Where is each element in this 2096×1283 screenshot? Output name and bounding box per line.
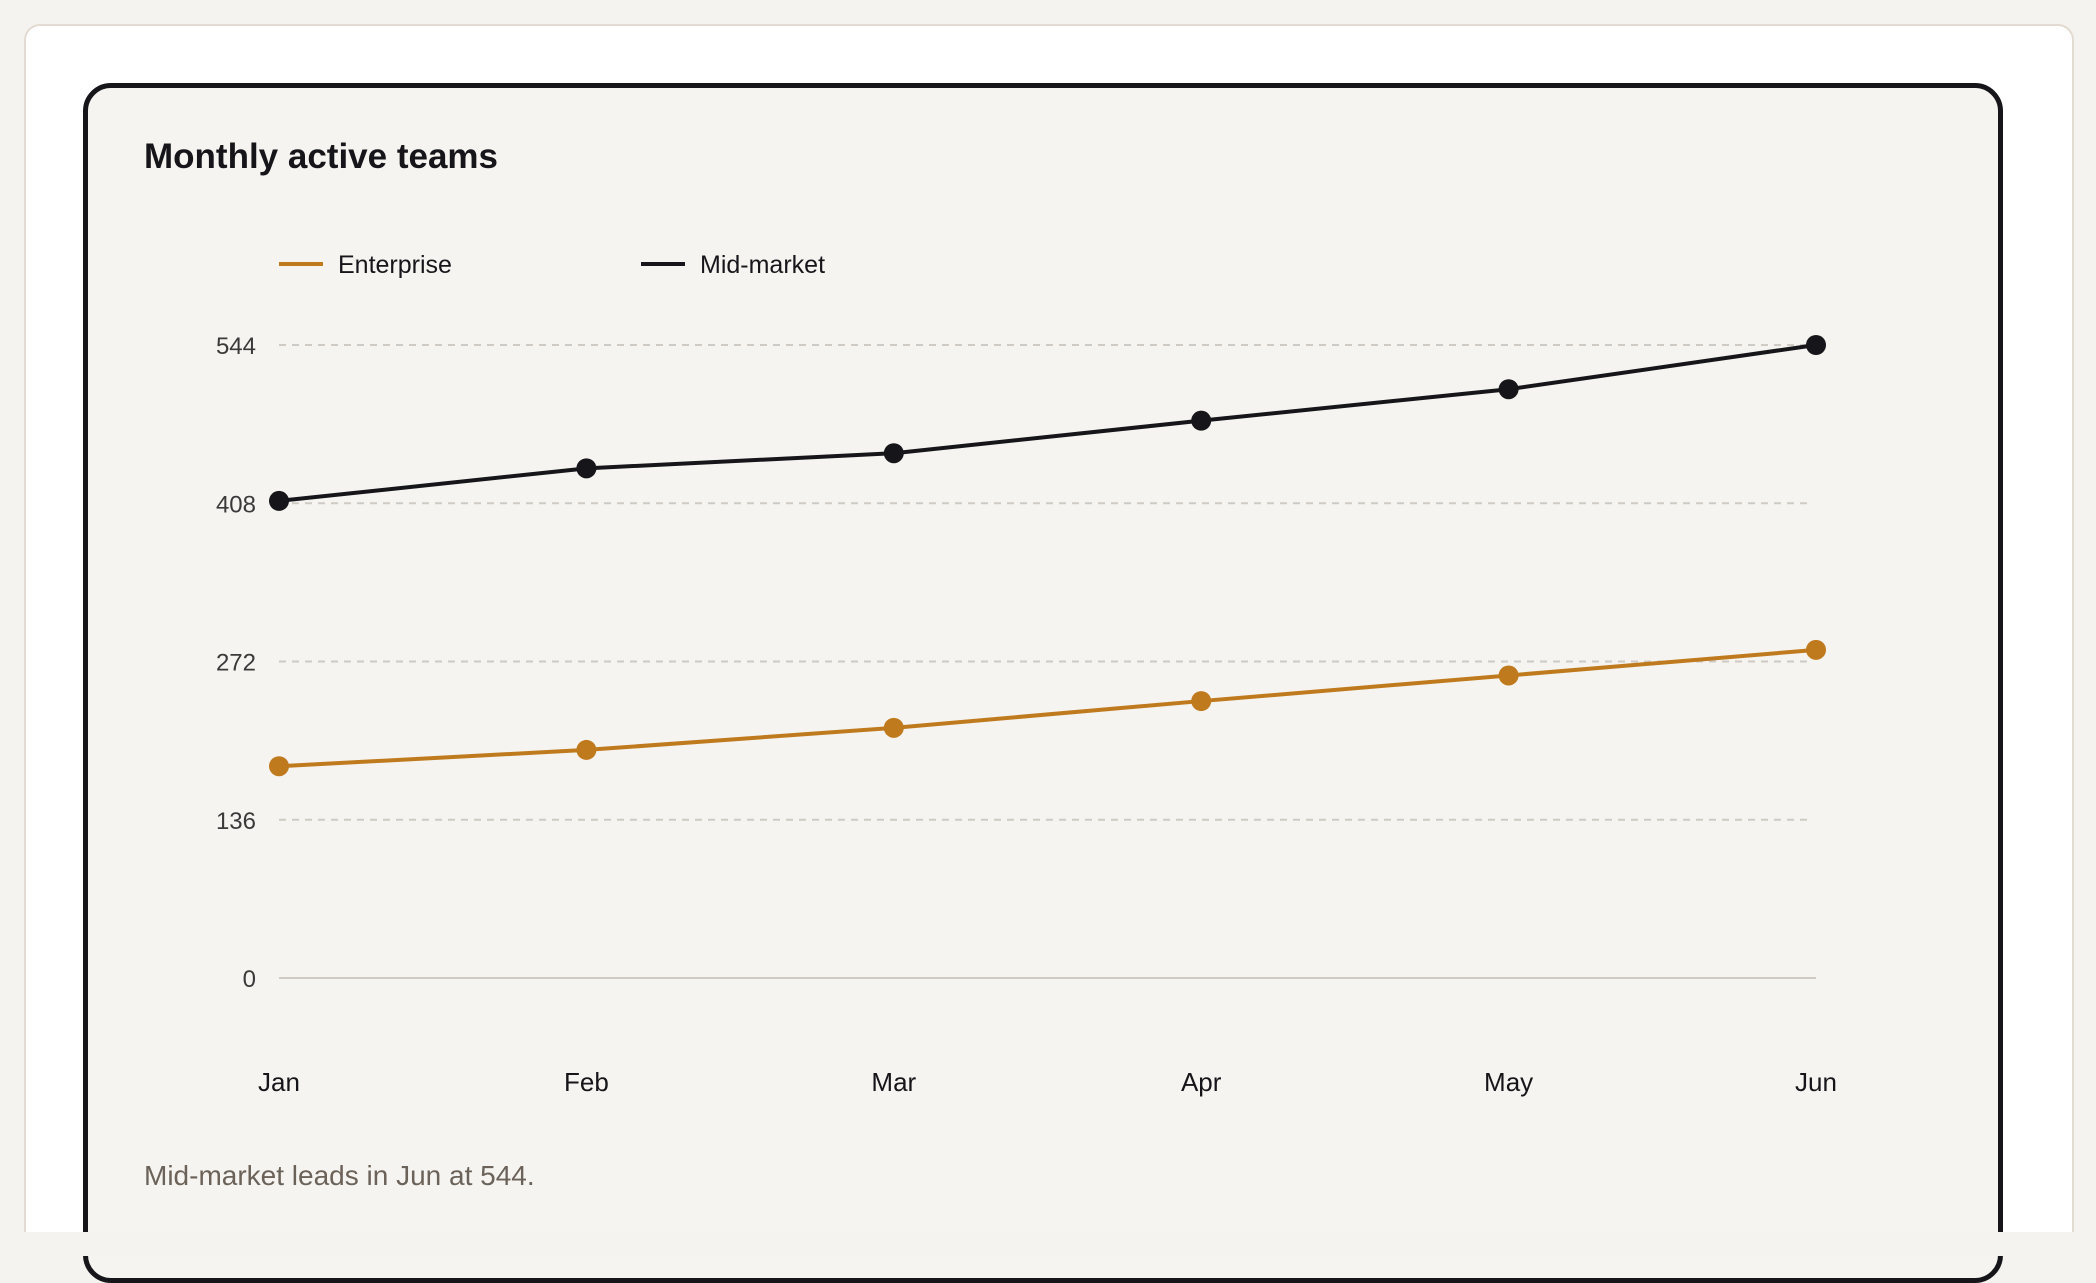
line-chart: 0 136 272 408 544 Jan Feb Mar Apr May Jun Enterpr… bbox=[216, 251, 1837, 1097]
data-point-enterprise bbox=[1498, 665, 1519, 686]
chart-card bbox=[83, 83, 2003, 1283]
data-point-mid-market bbox=[576, 458, 597, 479]
data-point-enterprise bbox=[576, 739, 597, 760]
y-tick-label: 408 bbox=[216, 491, 256, 518]
x-tick-label: Feb bbox=[564, 1067, 609, 1097]
legend-label-mid-market: Mid-market bbox=[700, 251, 825, 279]
data-point-mid-market bbox=[1806, 335, 1826, 355]
y-tick-label: 0 bbox=[243, 966, 256, 993]
legend-label-enterprise: Enterprise bbox=[338, 251, 452, 279]
data-point-mid-market bbox=[1191, 410, 1212, 431]
page-bottom-strip bbox=[0, 1232, 2096, 1256]
x-axis-ticks: Jan Feb Mar Apr May Jun bbox=[258, 1067, 1837, 1097]
data-point-enterprise bbox=[883, 717, 904, 738]
gridlines bbox=[279, 344, 1816, 979]
x-tick-label: Jan bbox=[258, 1067, 300, 1097]
data-point-enterprise bbox=[1806, 639, 1826, 660]
chart-title: Monthly active teams bbox=[144, 137, 498, 176]
y-tick-label: 272 bbox=[216, 650, 256, 677]
y-tick-label: 544 bbox=[216, 333, 256, 360]
series-line-enterprise bbox=[277, 647, 1818, 769]
x-tick-label: Apr bbox=[1181, 1067, 1222, 1097]
x-tick-label: May bbox=[1484, 1067, 1533, 1097]
y-axis-ticks: 0 136 272 408 544 bbox=[216, 333, 256, 993]
y-tick-label: 136 bbox=[216, 808, 256, 835]
data-point-enterprise bbox=[269, 756, 289, 777]
data-point-mid-market bbox=[269, 490, 289, 511]
x-tick-label: Mar bbox=[871, 1067, 916, 1097]
series-line-mid-market bbox=[277, 343, 1818, 503]
chart-caption: Mid-market leads in Jun at 544. bbox=[144, 1160, 535, 1191]
data-point-enterprise bbox=[1191, 691, 1212, 712]
data-point-mid-market bbox=[1498, 379, 1519, 400]
legend: Enterprise Mid-market bbox=[279, 251, 825, 279]
data-point-mid-market bbox=[883, 443, 904, 464]
series bbox=[269, 335, 1826, 777]
x-tick-label: Jun bbox=[1795, 1067, 1837, 1097]
